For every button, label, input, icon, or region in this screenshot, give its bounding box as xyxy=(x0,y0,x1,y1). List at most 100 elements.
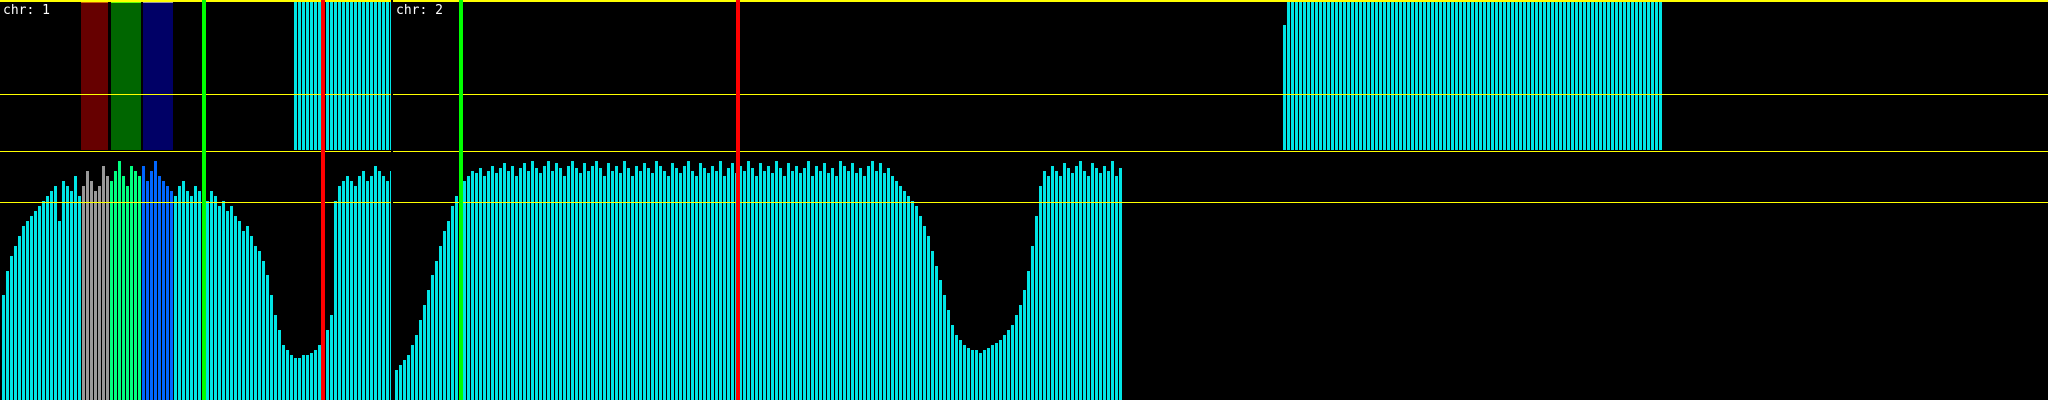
coverage-bar xyxy=(226,211,229,400)
coverage-bar xyxy=(399,365,402,400)
coverage-bar xyxy=(1315,0,1318,150)
coverage-bar xyxy=(955,335,958,400)
coverage-bar xyxy=(747,161,750,400)
coverage-bar xyxy=(1051,166,1054,400)
coverage-bar xyxy=(819,171,822,400)
coverage-bar xyxy=(1019,305,1022,400)
coverage-bar xyxy=(699,163,702,400)
coverage-bar xyxy=(1383,0,1386,150)
band-dark-green[interactable] xyxy=(111,0,141,150)
coverage-bar xyxy=(1479,0,1482,150)
coverage-bar xyxy=(703,168,706,400)
coverage-bar xyxy=(230,206,233,400)
coverage-bar xyxy=(262,261,265,400)
coverage-bar xyxy=(1379,0,1382,150)
coverage-bar xyxy=(298,0,301,150)
coverage-bar xyxy=(463,181,466,400)
coverage-bar xyxy=(1559,0,1562,150)
coverage-bar xyxy=(1455,0,1458,150)
marker-green-line[interactable] xyxy=(202,0,206,400)
coverage-bar xyxy=(755,176,758,400)
coverage-bar xyxy=(415,335,418,400)
marker-red-line[interactable] xyxy=(736,0,740,400)
coverage-bar xyxy=(1659,0,1662,150)
coverage-bar xyxy=(455,196,458,400)
coverage-bar xyxy=(382,0,385,150)
coverage-bar xyxy=(647,168,650,400)
coverage-bar xyxy=(1575,0,1578,150)
coverage-bar xyxy=(134,171,137,400)
track-divider-gridline xyxy=(393,151,2048,152)
coverage-bar xyxy=(370,176,373,400)
coverage-bar xyxy=(1571,0,1574,150)
coverage-bar xyxy=(1563,0,1566,150)
coverage-bar xyxy=(30,216,33,400)
coverage-bar xyxy=(302,355,305,400)
coverage-bar xyxy=(1283,25,1286,150)
coverage-bar xyxy=(346,0,349,150)
chromosome-panel-2[interactable]: chr: 2 xyxy=(393,0,2048,400)
coverage-bar xyxy=(667,176,670,400)
coverage-bar xyxy=(655,161,658,400)
coverage-bar xyxy=(270,295,273,400)
coverage-bar xyxy=(1483,0,1486,150)
coverage-bar xyxy=(1091,163,1094,400)
coverage-bar xyxy=(611,171,614,400)
coverage-bar xyxy=(775,161,778,400)
coverage-bar xyxy=(899,186,902,400)
coverage-bar xyxy=(1627,0,1630,150)
top-rule xyxy=(0,0,391,2)
coverage-bar xyxy=(1647,0,1650,150)
chromosome-panel-1[interactable]: chr: 1 xyxy=(0,0,391,400)
coverage-bar xyxy=(1375,0,1378,150)
coverage-bar xyxy=(395,370,398,400)
coverage-bar xyxy=(1015,315,1018,400)
band-dark-red[interactable] xyxy=(81,0,108,150)
coverage-bar xyxy=(1599,0,1602,150)
coverage-bar xyxy=(1323,0,1326,150)
coverage-bar xyxy=(122,176,125,400)
coverage-bar xyxy=(1615,0,1618,150)
band-dark-blue[interactable] xyxy=(143,0,173,150)
coverage-bar xyxy=(1295,0,1298,150)
coverage-bar xyxy=(118,161,121,400)
coverage-bar xyxy=(891,176,894,400)
coverage-bar xyxy=(595,161,598,400)
coverage-bar xyxy=(198,191,201,400)
coverage-bar xyxy=(54,186,57,400)
panel-2-upper-track[interactable] xyxy=(393,0,2048,150)
coverage-bar xyxy=(242,231,245,400)
marker-green-line[interactable] xyxy=(459,0,463,400)
top-rule xyxy=(393,0,2048,2)
coverage-bar xyxy=(731,163,734,400)
coverage-bar xyxy=(1507,0,1510,150)
panel-2-lower-track[interactable] xyxy=(393,151,2048,400)
marker-red-line[interactable] xyxy=(321,0,325,400)
coverage-bar xyxy=(1467,0,1470,150)
coverage-bar xyxy=(435,261,438,400)
coverage-bar xyxy=(495,173,498,400)
panel-1-lower-track[interactable] xyxy=(0,151,391,400)
coverage-bar xyxy=(1567,0,1570,150)
coverage-bar xyxy=(1339,0,1342,150)
coverage-bar xyxy=(1619,0,1622,150)
coverage-bar xyxy=(447,221,450,400)
coverage-bar xyxy=(294,0,297,150)
coverage-bar xyxy=(1431,0,1434,150)
coverage-bar xyxy=(1335,0,1338,150)
coverage-bar xyxy=(1391,0,1394,150)
coverage-bar xyxy=(887,168,890,400)
coverage-bar xyxy=(1403,0,1406,150)
coverage-bar xyxy=(875,171,878,400)
coverage-bar xyxy=(306,355,309,400)
coverage-bar xyxy=(635,166,638,400)
coverage-bar xyxy=(615,166,618,400)
coverage-bar xyxy=(503,163,506,400)
coverage-bar xyxy=(1451,0,1454,150)
coverage-bar xyxy=(1463,0,1466,150)
coverage-bar xyxy=(106,176,109,400)
coverage-bar xyxy=(1519,0,1522,150)
coverage-bar xyxy=(795,166,798,400)
panel-1-upper-track[interactable] xyxy=(0,0,391,150)
coverage-bar xyxy=(138,176,141,400)
